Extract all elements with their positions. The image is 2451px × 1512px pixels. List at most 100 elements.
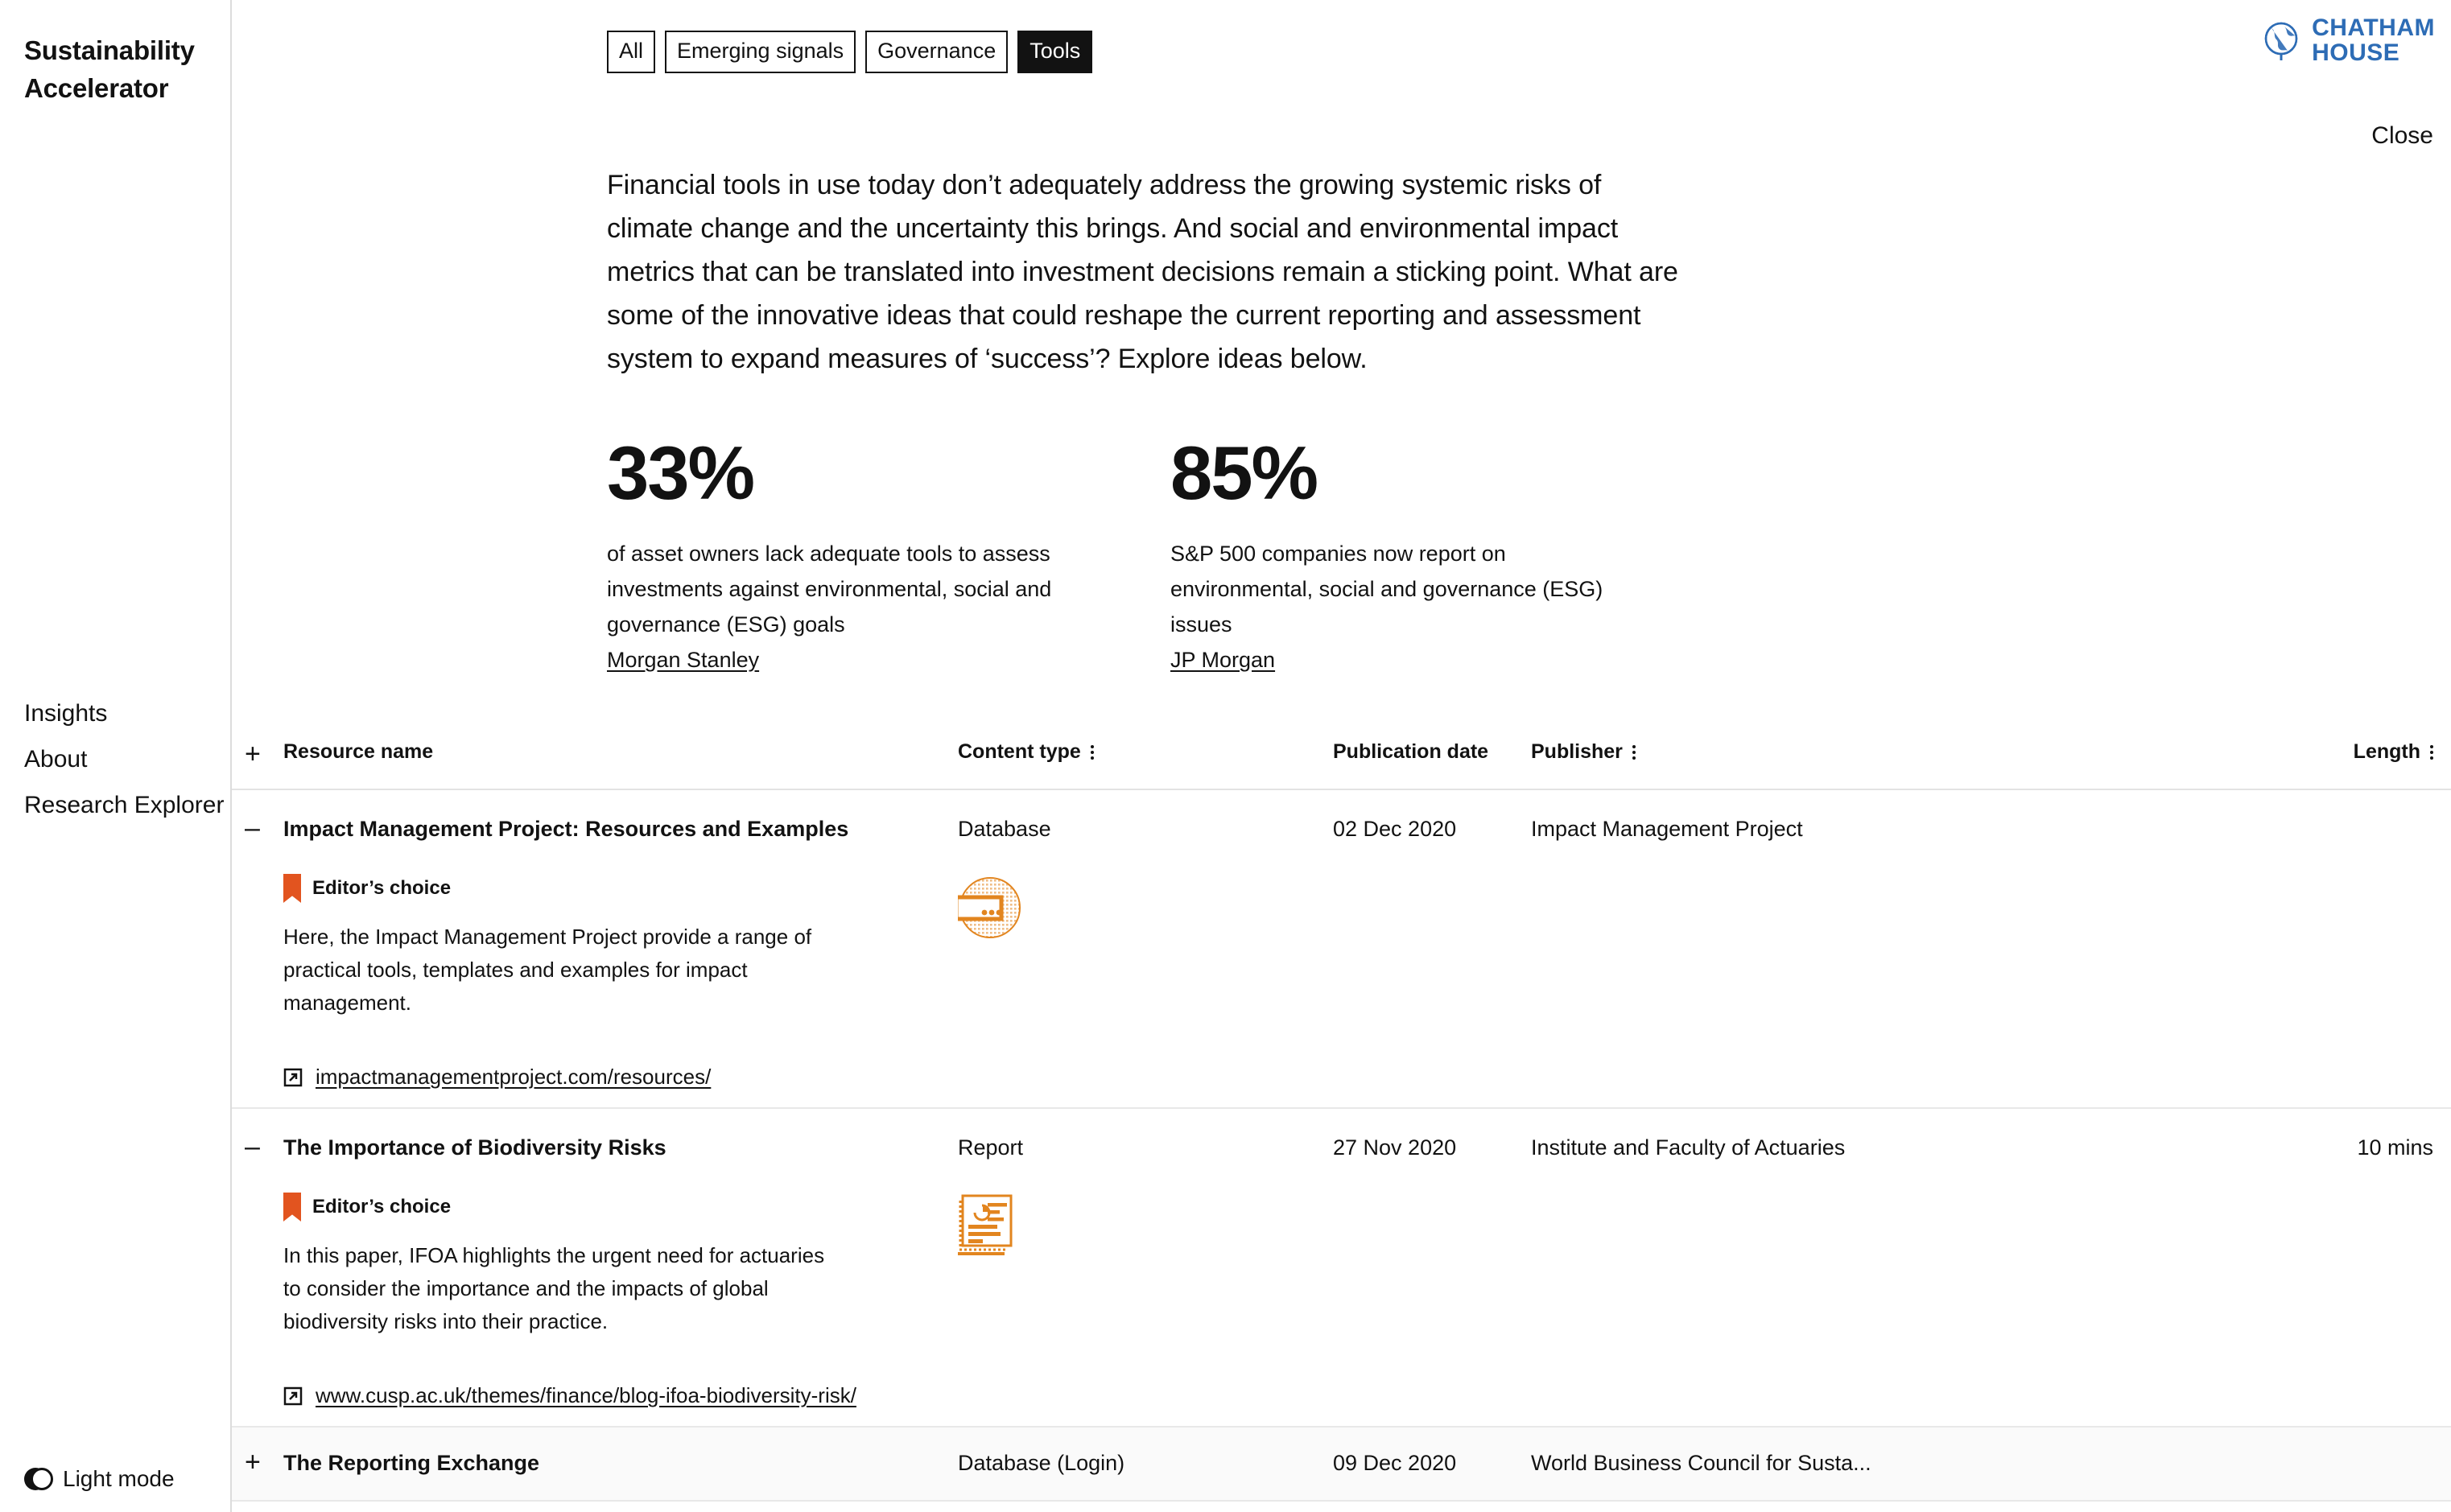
header-label-resource-name: Resource name (283, 740, 434, 764)
row-1-publisher-cell: Impact Management Project (1531, 816, 1990, 843)
bookmark-icon (283, 873, 301, 903)
header-text-content-type: Content type (958, 740, 1081, 764)
logo-line-1: CHATHAM (2312, 14, 2435, 41)
filter-chip-governance[interactable]: Governance (865, 31, 1009, 73)
row-length: 10 mins (2357, 1135, 2433, 1160)
row-link-text[interactable]: www.cusp.ac.uk/themes/finance/blog-ifoa-… (316, 1383, 856, 1408)
light-mode-icon (24, 1468, 53, 1490)
row-3-date-cell: 09 Dec 2020 (1333, 1450, 1531, 1477)
close-button[interactable]: Close (2371, 122, 2433, 149)
header-cell-resource-name: Resource name (283, 742, 958, 762)
header-cell-content-type: Content type (958, 742, 1333, 762)
light-mode-label: Light mode (63, 1466, 175, 1491)
row-2-type-cell: Report (958, 1135, 1333, 1266)
intro-paragraph: Financial tools in use today don’t adequ… (607, 170, 1678, 375)
app-brand-title: Sustainability Accelerator (24, 32, 230, 108)
content-type-menu-icon[interactable] (1090, 744, 1094, 760)
row-3-name-cell: The Reporting Exchange (283, 1450, 958, 1477)
table-row[interactable]: – The Importance of Biodiversity Risks E… (232, 1109, 2451, 1428)
row-publication-date: 27 Nov 2020 (1333, 1135, 1457, 1160)
row-external-link[interactable]: www.cusp.ac.uk/themes/finance/blog-ifoa-… (283, 1383, 958, 1408)
stat-value-2: 85% (1170, 431, 1318, 516)
row-3-publisher-cell: World Business Council for Susta... (1531, 1450, 1990, 1477)
report-document-icon (958, 1194, 1013, 1255)
bookmark-icon (283, 1192, 301, 1222)
table-header-row: + Resource name Content type Publication… (232, 731, 2451, 791)
row-1-date-cell: 02 Dec 2020 (1333, 816, 1531, 843)
row-1-name-cell: Impact Management Project: Resources and… (283, 816, 958, 1090)
row-1-toggle-cell: – (245, 813, 283, 844)
row-3-type-cell: Database (Login) (958, 1450, 1333, 1477)
publisher-menu-icon[interactable] (1632, 744, 1636, 760)
row-external-link[interactable]: impactmanagementproject.com/resources/ (283, 1065, 958, 1090)
row-description: In this paper, IFOA highlights the urgen… (283, 1242, 825, 1334)
filter-chip-group: All Emerging signals Governance Tools (607, 0, 2451, 73)
row-title[interactable]: The Importance of Biodiversity Risks (283, 1135, 666, 1160)
row-collapse-icon[interactable]: – (245, 1131, 260, 1163)
header-cell-publication-date: Publication date (1333, 742, 1531, 762)
editors-choice-badge: Editor’s choice (283, 873, 958, 903)
sidebar-item-research-explorer[interactable]: Research Explorer (24, 792, 225, 818)
row-description: Here, the Impact Management Project prov… (283, 924, 812, 1016)
row-2-length-cell: 10 mins (1990, 1135, 2433, 1162)
stats-group: 33% of asset owners lack adequate tools … (607, 435, 2451, 678)
table-row[interactable]: – Impact Management Project: Resources a… (232, 790, 2451, 1110)
main-content: CHATHAM HOUSE All Emerging signals Gover… (232, 0, 2451, 1512)
stat-card-1: 33% of asset owners lack adequate tools … (607, 435, 1170, 678)
sidebar-item-insights[interactable]: Insights (24, 700, 108, 727)
light-mode-toggle[interactable]: Light mode (24, 1468, 175, 1490)
stat-description-2: S&P 500 companies now report on environm… (1170, 542, 1603, 637)
external-link-icon (283, 1068, 303, 1086)
brand-line-1: Sustainability (24, 35, 195, 65)
row-title[interactable]: The Reporting Exchange (283, 1451, 540, 1476)
stat-description-1: of asset owners lack adequate tools to a… (607, 542, 1052, 637)
sidebar: Sustainability Accelerator Insights Abou… (0, 0, 232, 1512)
filter-chip-all[interactable]: All (607, 31, 656, 73)
row-title[interactable]: Impact Management Project: Resources and… (283, 817, 849, 842)
row-type-icon-wrap (954, 875, 1333, 944)
row-publisher: World Business Council for Susta... (1531, 1451, 1871, 1476)
editors-choice-label: Editor’s choice (312, 876, 452, 899)
logo-wordmark: CHATHAM HOUSE (2312, 14, 2435, 66)
row-1-type-cell: Database (954, 816, 1333, 944)
row-link-text[interactable]: impactmanagementproject.com/resources/ (316, 1065, 712, 1090)
chatham-house-logo: CHATHAM HOUSE (2263, 14, 2435, 66)
stat-source-link-1[interactable]: Morgan Stanley (607, 648, 760, 673)
logo-line-2: HOUSE (2312, 39, 2400, 66)
row-publisher: Institute and Faculty of Actuaries (1531, 1135, 1846, 1160)
row-2-date-cell: 27 Nov 2020 (1333, 1135, 1531, 1162)
row-content-type: Database (Login) (958, 1451, 1125, 1476)
expand-all-icon[interactable]: + (245, 739, 261, 770)
header-cell-length: Length (1990, 742, 2433, 762)
header-text-publisher: Publisher (1531, 740, 1623, 764)
header-label-publisher: Publisher (1531, 742, 1990, 762)
stat-value-1: 33% (607, 431, 755, 516)
row-expand-icon[interactable]: + (245, 1447, 261, 1478)
stat-source-link-2[interactable]: JP Morgan (1170, 648, 1276, 673)
database-circle-icon (954, 876, 1021, 938)
row-content-type: Report (958, 1135, 1024, 1160)
header-label-length: Length (1990, 742, 2433, 762)
header-text-length: Length (2353, 740, 2420, 764)
row-type-icon-wrap (958, 1194, 1333, 1266)
filter-chip-emerging-signals[interactable]: Emerging signals (665, 31, 856, 73)
editors-choice-label: Editor’s choice (312, 1195, 452, 1217)
sidebar-item-about[interactable]: About (24, 746, 88, 772)
row-publisher: Impact Management Project (1531, 817, 1803, 842)
header-cell-publisher: Publisher (1531, 742, 1990, 762)
globe-icon (2264, 22, 2298, 60)
sidebar-nav: Insights About Research Explorer (24, 702, 224, 839)
row-content-type: Database (958, 817, 1051, 842)
row-collapse-icon[interactable]: – (245, 813, 260, 844)
table-row[interactable]: + The Reporting Exchange Database (Login… (232, 1428, 2451, 1502)
length-menu-icon[interactable] (2430, 744, 2433, 760)
row-publication-date: 09 Dec 2020 (1333, 1451, 1457, 1476)
editors-choice-badge: Editor’s choice (283, 1192, 958, 1222)
brand-line-2: Accelerator (24, 72, 169, 103)
row-2-publisher-cell: Institute and Faculty of Actuaries (1531, 1135, 1990, 1162)
external-link-icon (283, 1386, 303, 1405)
row-publication-date: 02 Dec 2020 (1333, 817, 1457, 842)
row-3-toggle-cell: + (245, 1447, 283, 1478)
filter-chip-tools[interactable]: Tools (1017, 31, 1093, 73)
